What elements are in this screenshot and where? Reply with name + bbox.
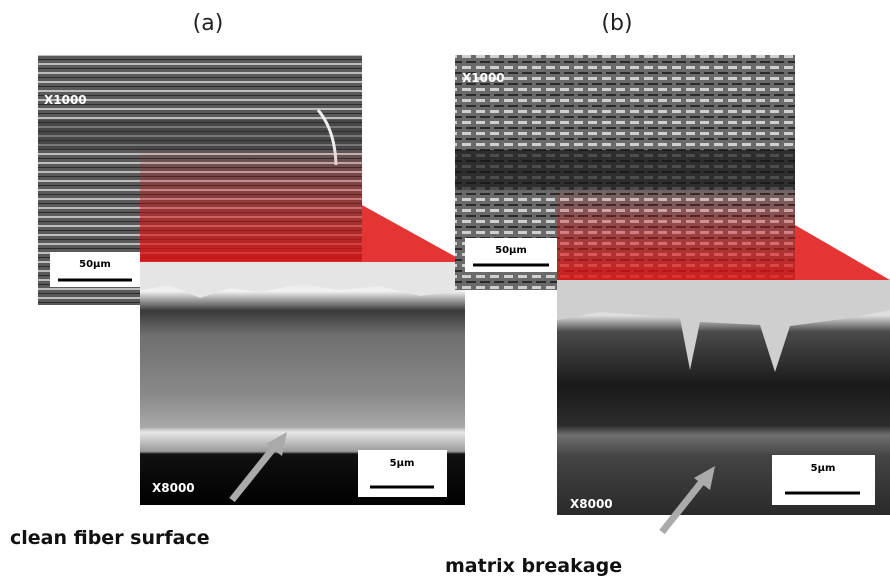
panel-label: (a): [193, 11, 224, 36]
annotation: clean fiber surface: [10, 527, 210, 549]
scale-text: 50μm: [79, 259, 111, 270]
figure: (a) (b) X1000 50μm X8000 5μm clean fiber…: [0, 0, 890, 584]
magnification: X1000: [44, 93, 87, 107]
zoom-wedge: [362, 205, 465, 262]
magnification: X8000: [152, 481, 195, 495]
magnification: X1000: [462, 71, 505, 85]
texture: [455, 150, 795, 190]
annotation: matrix breakage: [445, 555, 622, 577]
magnification: X8000: [570, 497, 613, 511]
panel-label: (b): [601, 11, 632, 36]
scale-text: 5μm: [390, 458, 415, 469]
texture: [38, 120, 362, 150]
scale-text: 50μm: [495, 245, 527, 256]
page: (a) (b) X1000 50μm X8000 5μm clean fiber…: [0, 0, 890, 584]
scale-text: 5μm: [811, 463, 836, 474]
zoom-region: [140, 150, 362, 262]
zoom-region: [557, 190, 795, 280]
zoom-wedge: [795, 225, 890, 280]
